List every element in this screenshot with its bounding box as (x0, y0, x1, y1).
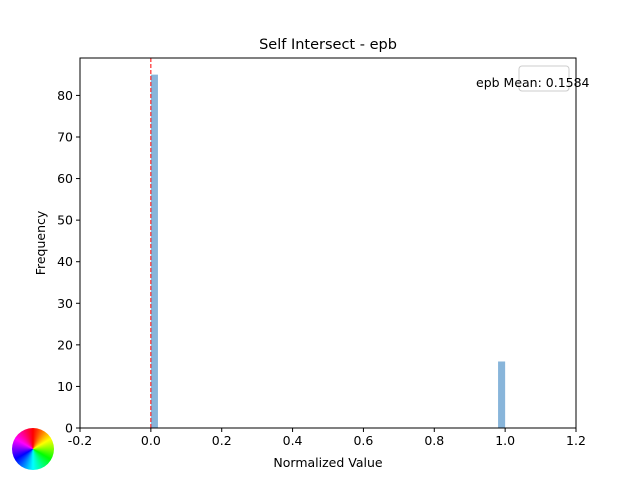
y-tick-label: 10 (57, 379, 73, 394)
y-tick-label: 30 (57, 296, 73, 311)
x-tick-label: 1.0 (495, 433, 515, 448)
legend-box (518, 65, 570, 92)
y-axis-label: Frequency (33, 210, 48, 275)
legend-label: epb Mean: 0.1584 (476, 75, 590, 90)
y-tick-label: 20 (57, 337, 73, 352)
chart-title: Self Intersect - epb (259, 37, 397, 53)
x-tick-label: 0.4 (283, 433, 303, 448)
y-tick-label: 0 (65, 421, 73, 436)
y-tick-label: 70 (57, 129, 73, 144)
bars-group (150, 74, 506, 428)
axes-frame (79, 57, 577, 429)
x-tick-label: 0.8 (424, 433, 444, 448)
y-ticks: 0 10 20 30 40 50 60 70 80 (57, 88, 80, 436)
histogram-bar (498, 361, 506, 428)
y-tick-label: 40 (57, 254, 73, 269)
y-tick-label: 50 (57, 213, 73, 228)
x-tick-label: -0.2 (68, 433, 92, 448)
x-tick-label: 0.0 (141, 433, 161, 448)
plot-area (80, 58, 576, 428)
loading-color-wheel-icon (12, 428, 54, 470)
y-tick-label: 80 (57, 88, 73, 103)
x-tick-label: 0.2 (212, 433, 232, 448)
histogram-bar (150, 74, 158, 428)
x-tick-label: 0.6 (353, 433, 373, 448)
y-tick-label: 60 (57, 171, 73, 186)
x-axis-label: Normalized Value (273, 455, 382, 470)
x-ticks: -0.2 0.0 0.2 0.4 0.6 0.8 1.0 1.2 (68, 428, 586, 448)
x-tick-label: 1.2 (566, 433, 586, 448)
